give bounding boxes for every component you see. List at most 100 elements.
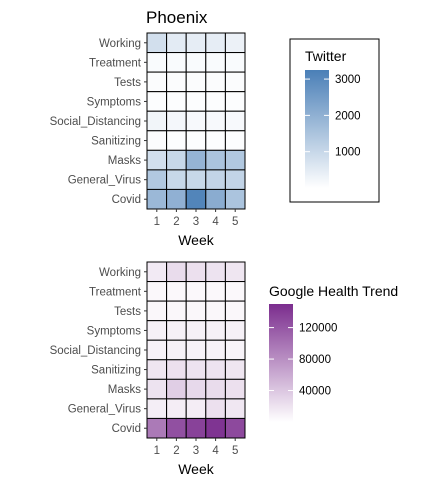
legend-tick-label: 40000 bbox=[299, 386, 331, 398]
y-tick-label: Covid bbox=[112, 194, 141, 206]
heatmap-cell bbox=[166, 71, 187, 93]
legend-tick-label: 3000 bbox=[335, 74, 361, 86]
heatmap-cell bbox=[166, 110, 187, 132]
heatmap-cell bbox=[205, 339, 226, 361]
heatmap-cell bbox=[166, 339, 187, 361]
y-tick-label: General_Virus bbox=[68, 175, 142, 187]
heatmap-cell bbox=[146, 378, 168, 400]
heatmap-cell bbox=[146, 261, 168, 283]
heatmap-cell bbox=[185, 169, 207, 190]
y-tick-label: Working bbox=[99, 267, 141, 279]
heatmap-cell bbox=[166, 300, 187, 322]
y-tick-label: Symptoms bbox=[87, 325, 142, 337]
heatmap-cell bbox=[185, 91, 207, 112]
heatmap-cell bbox=[224, 71, 246, 93]
heatmap-cell bbox=[146, 339, 168, 361]
heatmap-cell bbox=[146, 110, 168, 132]
y-tick-label: Tests bbox=[114, 77, 141, 89]
y-tick-label: Treatment bbox=[89, 57, 142, 69]
y-tick-label: Social_Distancing bbox=[50, 116, 141, 128]
heatmap-cell bbox=[146, 52, 168, 73]
legend-tick-label: 80000 bbox=[299, 354, 331, 366]
heatmap-cell bbox=[166, 32, 187, 54]
google-legend-title: Google Health Trend bbox=[269, 283, 398, 299]
heatmap-cell bbox=[205, 52, 226, 73]
y-tick-label: General_Virus bbox=[68, 404, 142, 416]
heatmap-cell bbox=[205, 130, 226, 151]
heatmap-cell bbox=[224, 110, 246, 132]
heatmap-cell bbox=[166, 188, 187, 210]
heatmap-cell bbox=[205, 149, 226, 171]
google-x-ticks: 1 2 3 4 5 bbox=[154, 438, 238, 457]
heatmap-cell bbox=[205, 359, 226, 380]
google-x-axis-label: Week bbox=[178, 461, 215, 477]
heatmap-cell bbox=[224, 320, 246, 341]
heatmap-cell bbox=[224, 378, 246, 400]
heatmap-cell bbox=[166, 378, 187, 400]
heatmap-cell bbox=[185, 339, 207, 361]
heatmap-cell bbox=[166, 91, 187, 112]
twitter-legend: Twitter 1000 2000 3000 bbox=[289, 38, 380, 203]
x-tick-label: 4 bbox=[212, 445, 219, 457]
x-tick-label: 5 bbox=[232, 445, 238, 457]
heatmap-cell bbox=[205, 169, 226, 190]
heatmap-cell bbox=[205, 261, 226, 283]
heatmap-cell bbox=[224, 188, 246, 210]
heatmap-cell bbox=[205, 188, 226, 210]
y-tick-label: Social_Distancing bbox=[50, 345, 141, 357]
heatmap-cell bbox=[185, 281, 207, 302]
heatmap-cell bbox=[146, 91, 168, 112]
heatmap-cell bbox=[166, 398, 187, 419]
heatmap-cell bbox=[185, 149, 207, 171]
twitter-x-ticks: 1 2 3 4 5 bbox=[154, 209, 238, 228]
heatmap-cell bbox=[146, 32, 168, 54]
google-y-ticks: Working Treatment Tests Symptoms Social_Dist… bbox=[50, 267, 147, 435]
x-tick-label: 4 bbox=[212, 216, 219, 228]
heatmap-cell bbox=[185, 417, 207, 439]
twitter-colorbar bbox=[305, 70, 329, 188]
x-tick-label: 5 bbox=[232, 216, 238, 228]
legend-tick-label: 2000 bbox=[335, 110, 361, 122]
heatmap-cell bbox=[185, 52, 207, 73]
chart-title: Phoenix bbox=[146, 8, 208, 27]
heatmap-cell bbox=[224, 261, 246, 283]
heatmap-cell bbox=[185, 188, 207, 210]
heatmap-cell bbox=[224, 300, 246, 322]
heatmap-cell bbox=[205, 417, 226, 439]
twitter-legend-box bbox=[289, 38, 380, 203]
heatmap-cell bbox=[166, 281, 187, 302]
x-tick-label: 1 bbox=[154, 216, 160, 228]
heatmap-cell bbox=[185, 261, 207, 283]
y-tick-label: Masks bbox=[108, 384, 141, 396]
legend-tick-label: 1000 bbox=[335, 147, 361, 159]
twitter-legend-title: Twitter bbox=[305, 48, 347, 64]
y-tick-label: Working bbox=[99, 38, 141, 50]
y-tick-label: Masks bbox=[108, 155, 141, 167]
heatmap-cell bbox=[166, 417, 187, 439]
heatmap-cell bbox=[224, 359, 246, 380]
heatmap-cell bbox=[146, 417, 168, 439]
y-tick-label: Sanitizing bbox=[91, 136, 141, 148]
heatmap-cell bbox=[205, 32, 226, 54]
y-tick-label: Treatment bbox=[89, 286, 142, 298]
heatmap-cell bbox=[166, 261, 187, 283]
x-tick-label: 1 bbox=[154, 445, 160, 457]
heatmap-cell bbox=[205, 91, 226, 112]
x-tick-label: 3 bbox=[193, 216, 199, 228]
heatmap-cell bbox=[146, 149, 168, 171]
x-tick-label: 2 bbox=[173, 216, 179, 228]
heatmap-cell bbox=[146, 398, 168, 419]
heatmap-cell bbox=[205, 281, 226, 302]
twitter-legend-ticks: 1000 2000 3000 bbox=[305, 74, 361, 159]
heatmap-cell bbox=[224, 339, 246, 361]
heatmap-cell bbox=[224, 32, 246, 54]
heatmap-cell bbox=[205, 300, 226, 322]
heatmap-cell bbox=[224, 417, 246, 439]
heatmap-cell bbox=[166, 320, 187, 341]
y-tick-label: Tests bbox=[114, 306, 141, 318]
google-legend: Google Health Trend 40000 80000 120000 bbox=[269, 283, 398, 422]
twitter-x-axis-label: Week bbox=[178, 232, 215, 248]
google-colorbar bbox=[269, 304, 293, 422]
y-tick-label: Covid bbox=[112, 423, 141, 435]
